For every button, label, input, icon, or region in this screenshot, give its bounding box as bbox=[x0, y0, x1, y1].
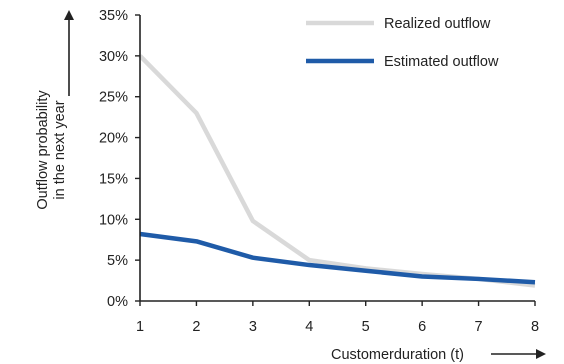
y-axis: 0% 5% 10% 15% 20% 25% 30% 35% bbox=[99, 8, 141, 310]
y-axis-title: Outflow probability in the next year bbox=[35, 90, 68, 210]
y-tick-label: 5% bbox=[107, 253, 128, 269]
x-axis: 1 2 3 4 5 6 7 8 bbox=[136, 300, 539, 335]
x-tick-label: 1 bbox=[136, 319, 144, 335]
x-tick-label: 4 bbox=[305, 319, 313, 335]
y-tick-label: 10% bbox=[99, 212, 128, 228]
series-layer bbox=[138, 54, 536, 288]
legend: Realized outflow Estimated outflow bbox=[306, 16, 499, 70]
series-line-realized-outflow bbox=[138, 54, 536, 288]
x-tick-label: 3 bbox=[249, 319, 257, 335]
x-tick-label: 2 bbox=[192, 319, 200, 335]
x-tick-label: 8 bbox=[531, 319, 539, 335]
series-line-estimated-outflow bbox=[139, 231, 536, 285]
y-tick-label: 0% bbox=[107, 294, 128, 310]
x-tick-label: 6 bbox=[418, 319, 426, 335]
x-axis-label: Customerduration (t) bbox=[331, 347, 464, 363]
x-tick-label: 5 bbox=[362, 319, 370, 335]
y-tick-label: 20% bbox=[99, 131, 128, 147]
legend-label: Realized outflow bbox=[384, 16, 491, 32]
y-tick-label: 15% bbox=[99, 171, 128, 187]
legend-label: Estimated outflow bbox=[384, 54, 499, 70]
y-tick-label: 30% bbox=[99, 49, 128, 65]
x-tick-label: 7 bbox=[475, 319, 483, 335]
y-tick-label: 25% bbox=[99, 90, 128, 106]
y-tick-label: 35% bbox=[99, 8, 128, 24]
y-axis-label-line-2: in the next year bbox=[52, 100, 68, 199]
y-axis-label-line-1: Outflow probability bbox=[35, 90, 51, 210]
